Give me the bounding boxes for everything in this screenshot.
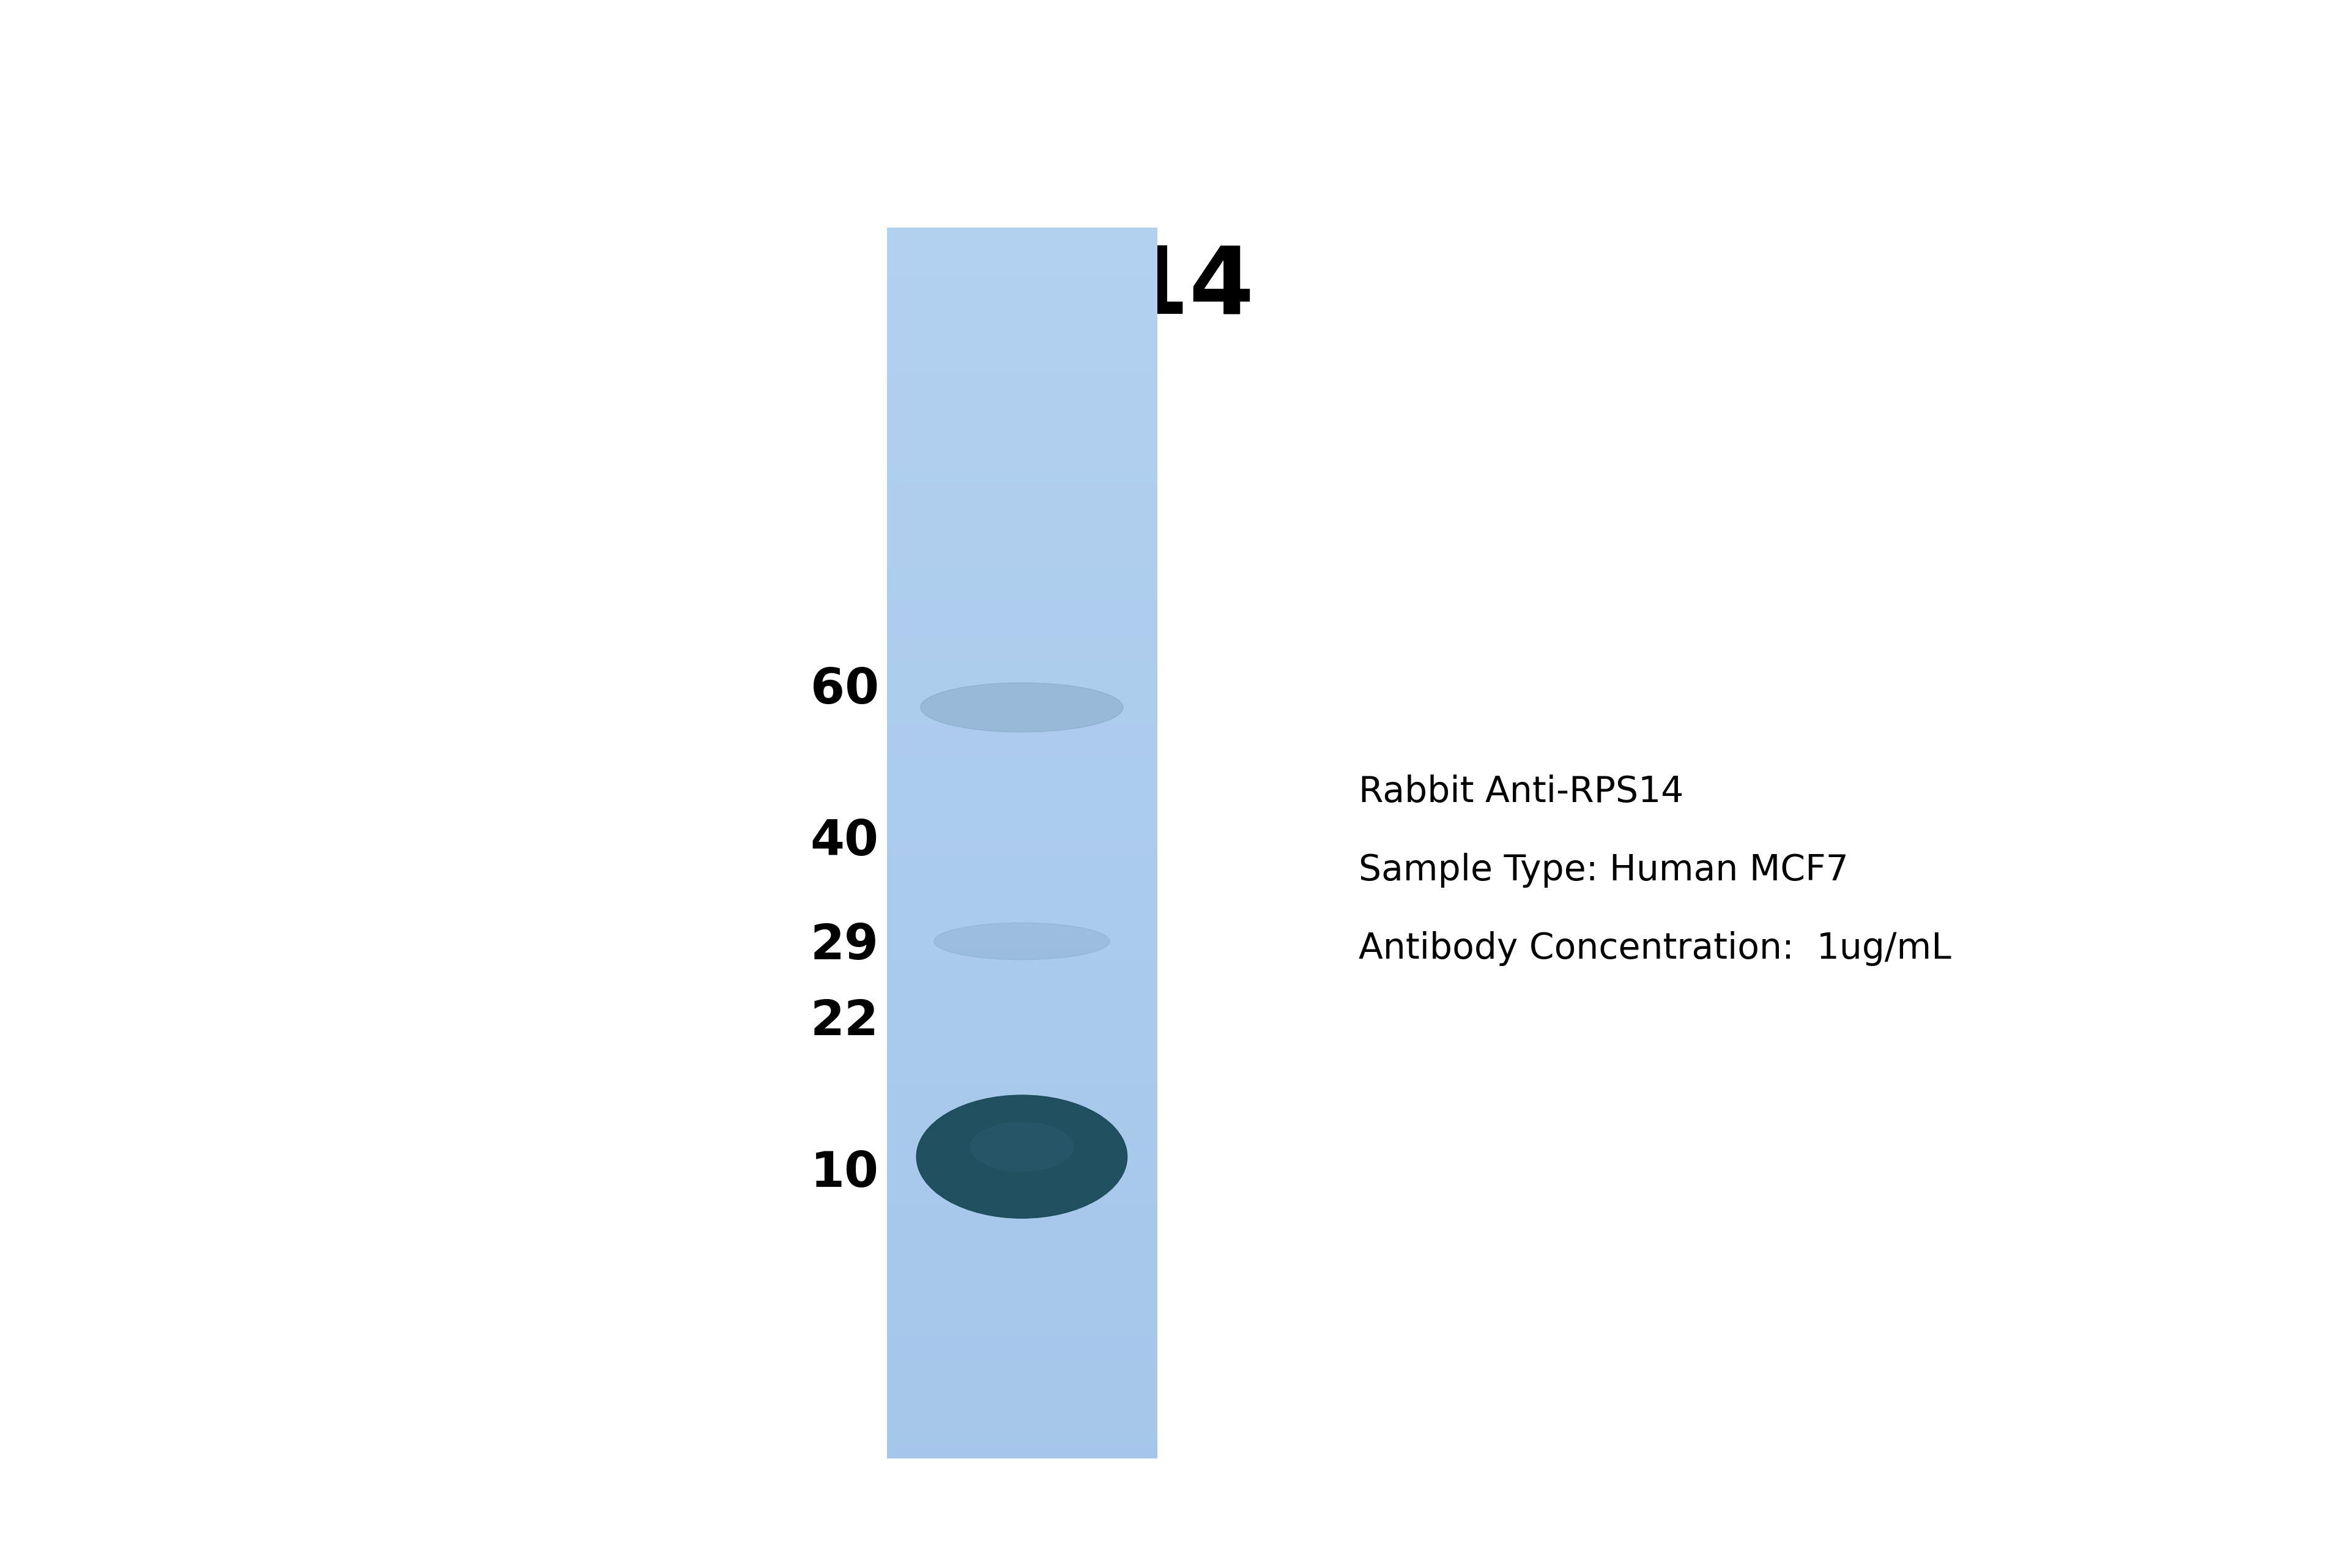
Ellipse shape (916, 1094, 1128, 1218)
Ellipse shape (970, 1123, 1073, 1171)
Text: 10: 10 (810, 1149, 879, 1198)
Text: 29: 29 (810, 922, 879, 971)
Text: 22: 22 (810, 999, 879, 1046)
Ellipse shape (921, 682, 1123, 732)
Text: Antibody Concentration:  1ug/mL: Antibody Concentration: 1ug/mL (1358, 931, 1952, 966)
Ellipse shape (935, 924, 1109, 960)
Text: Sample Type: Human MCF7: Sample Type: Human MCF7 (1358, 853, 1849, 887)
Text: 40: 40 (810, 818, 879, 866)
Text: 60: 60 (810, 666, 879, 713)
Text: RPS14: RPS14 (916, 243, 1254, 334)
Text: Rabbit Anti-RPS14: Rabbit Anti-RPS14 (1358, 775, 1684, 809)
